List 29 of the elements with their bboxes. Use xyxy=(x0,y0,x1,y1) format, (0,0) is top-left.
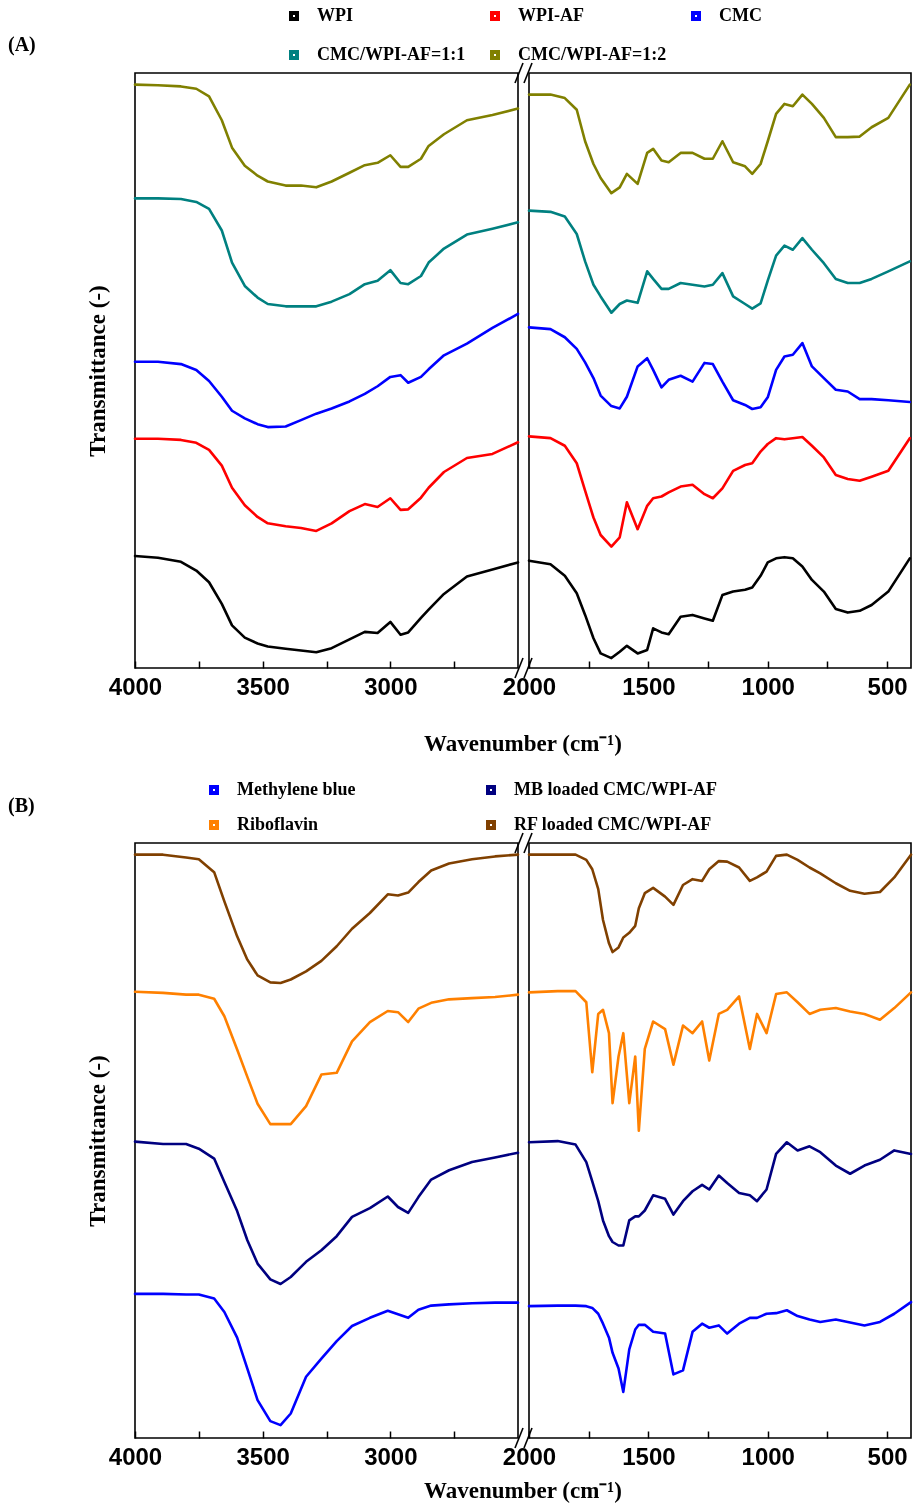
x-tick-label: 2000 xyxy=(502,1442,557,1470)
x-tick-label: 1000 xyxy=(741,1442,795,1470)
x-axis-title: Wavenumber (cm⁻¹) xyxy=(424,730,622,756)
x-axis-title: Wavenumber (cm⁻¹) xyxy=(424,1477,622,1503)
x-tick-label: 1500 xyxy=(622,672,676,700)
legend-label: Riboflavin xyxy=(237,814,319,834)
legend-label: CMC/WPI-AF=1:1 xyxy=(317,44,466,64)
legend-label: CMC xyxy=(719,5,762,25)
legend-label: CMC/WPI-AF=1:2 xyxy=(518,44,667,64)
x-tick-label: 2000 xyxy=(502,672,557,700)
chart-title: (B) xyxy=(8,794,35,817)
y-axis-title: Transmittance (-) xyxy=(84,1055,110,1227)
x-tick-label: 500 xyxy=(867,672,908,700)
x-tick-label: 1500 xyxy=(622,1442,676,1470)
x-tick-label: 3500 xyxy=(236,672,290,700)
x-tick-label: 3000 xyxy=(364,1442,418,1470)
legend-label: WPI xyxy=(317,5,353,25)
legend-label: WPI-AF xyxy=(518,5,584,25)
x-tick-label: 4000 xyxy=(108,672,163,700)
chart-title: (A) xyxy=(8,33,36,56)
x-tick-label: 1000 xyxy=(741,672,795,700)
legend-label: Methylene blue xyxy=(237,779,356,799)
x-tick-label: 3000 xyxy=(364,672,418,700)
x-tick-label: 4000 xyxy=(108,1442,163,1470)
legend-label: RF loaded CMC/WPI-AF xyxy=(514,814,712,834)
legend-label: MB loaded CMC/WPI-AF xyxy=(514,779,717,799)
x-tick-label: 500 xyxy=(867,1442,908,1470)
y-axis-title: Transmittance (-) xyxy=(84,285,110,457)
x-tick-label: 3500 xyxy=(236,1442,290,1470)
